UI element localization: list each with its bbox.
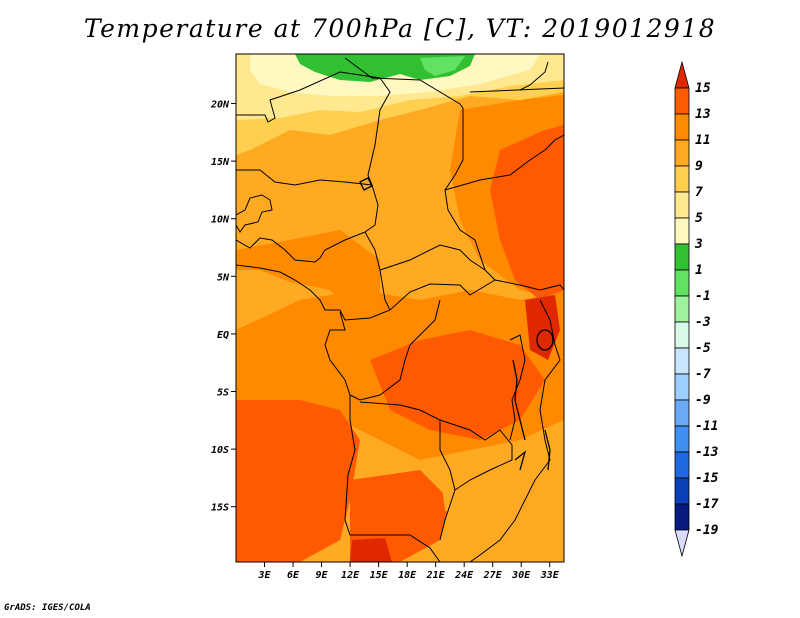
colorbar-label: 15 [695, 81, 711, 96]
lat-tick-label: 10N [211, 215, 230, 226]
colorbar-box [674, 477, 690, 505]
colorbar-box [674, 139, 690, 167]
colorbar-label: -1 [695, 289, 711, 304]
colorbar-label: -7 [695, 367, 711, 382]
temperature-field [236, 54, 564, 562]
colorbar-box [674, 269, 690, 297]
lat-tick-label: 10S [211, 445, 229, 456]
colorbar: 15 13 11 9 7 5 3 1 -1 -3 -5 -7 -9 -11 -13 -15 -17 -19 [674, 60, 719, 558]
lon-axis: 3E 6E 9E 12E 15E 18E 21E 24E 27E 30E 33E [257, 562, 560, 581]
colorbar-label: -3 [695, 315, 711, 330]
colorbar-box [674, 217, 690, 245]
lon-tick-label: 12E [341, 570, 360, 581]
colorbar-label: 11 [695, 133, 711, 148]
lon-tick-label: 3E [257, 570, 271, 581]
colorbar-box [674, 373, 690, 401]
field-warm-center [370, 330, 545, 440]
lat-tick-label: EQ [217, 330, 229, 341]
field-orange-west [236, 230, 380, 310]
lake-chad [359, 177, 373, 191]
field-patch-yellow [305, 110, 330, 133]
grads-credit: GrADS: IGES/COLA [4, 603, 91, 613]
lon-tick-label: 18E [398, 570, 417, 581]
colorbar-label: -15 [695, 471, 719, 486]
colorbar-box [674, 451, 690, 479]
lake-outlines [359, 177, 554, 471]
lat-tick-label: 5N [217, 272, 230, 283]
border-path-13 [439, 419, 513, 491]
border-path-10 [324, 299, 441, 401]
colorbar-bottom-triangle [674, 529, 690, 558]
lake-victoria [536, 329, 554, 351]
colorbar-label: -5 [695, 341, 711, 356]
colorbar-box [674, 503, 690, 531]
border-path-2 [344, 57, 464, 109]
border-path-7 [319, 231, 391, 311]
colorbar-label: 9 [695, 159, 703, 174]
colorbar-box [674, 191, 690, 219]
lat-tick-label: 5S [217, 388, 229, 399]
colorbar-box [674, 347, 690, 375]
border-path-5 [236, 169, 379, 233]
lon-tick-label: 33E [540, 570, 560, 581]
border-path-14 [509, 334, 526, 441]
border-path-9 [379, 244, 486, 271]
border-path-8 [236, 264, 496, 321]
colorbar-box [674, 165, 690, 193]
lake-malawi [544, 429, 551, 471]
lat-tick-label: 15S [211, 503, 229, 514]
colorbar-box [674, 425, 690, 453]
map-frame [235, 53, 565, 563]
colorbar-label: 5 [695, 211, 703, 226]
colorbar-box [674, 295, 690, 323]
lon-tick-label: 24E [454, 570, 474, 581]
border-path-11 [344, 395, 441, 562]
colorbar-top-triangle [674, 60, 690, 89]
border-path-18 [519, 61, 549, 91]
lon-tick-label: 9E [316, 570, 329, 581]
field-patch-lightorange [440, 462, 545, 540]
colorbar-label: -9 [695, 393, 711, 408]
colorbar-box [674, 321, 690, 349]
colorbar-label: 13 [695, 107, 711, 122]
lat-tick-label: 15N [211, 157, 230, 168]
border-path-17 [444, 134, 564, 191]
border-path-3 [444, 108, 564, 291]
lat-axis: 20N 15N 10N 5N EQ 5S 10S 15S [210, 100, 236, 514]
border-path-1 [236, 71, 391, 186]
lon-tick-label: 15E [370, 570, 389, 581]
colorbar-box [674, 243, 690, 271]
border-path-12 [359, 401, 456, 541]
field-hot-lakes [525, 295, 560, 360]
field-hot-south [350, 538, 392, 562]
lake-kariba [514, 450, 527, 471]
lon-tick-label: 6E [287, 570, 300, 581]
colorbar-label: 3 [694, 237, 703, 252]
lon-tick-label: 27E [483, 570, 503, 581]
colorbar-label: -13 [695, 445, 719, 460]
colorbar-label: -11 [695, 419, 718, 434]
border-path-4 [469, 87, 564, 93]
colorbar-box [674, 87, 690, 115]
lake-tanganyika [512, 359, 526, 441]
colorbar-box [674, 113, 690, 141]
field-warm-southwest [236, 400, 360, 562]
field-north-lightgreen [420, 56, 465, 76]
border-path-15 [469, 299, 561, 562]
field-warm-east [490, 125, 564, 300]
border-path-6 [236, 237, 321, 263]
lat-tick-label: 20N [210, 100, 230, 111]
lon-tick-label: 30E [511, 570, 531, 581]
colorbar-box [674, 399, 690, 427]
country-borders [236, 57, 564, 562]
colorbar-label: 7 [695, 185, 703, 200]
colorbar-label: 1 [695, 263, 703, 278]
colorbar-label: -19 [695, 523, 719, 538]
lon-tick-label: 21E [426, 570, 446, 581]
colorbar-label: -17 [695, 497, 719, 512]
map-title: Temperature at 700hPa [C], VT: 201901291… [83, 14, 717, 43]
border-path-16 [236, 194, 273, 233]
